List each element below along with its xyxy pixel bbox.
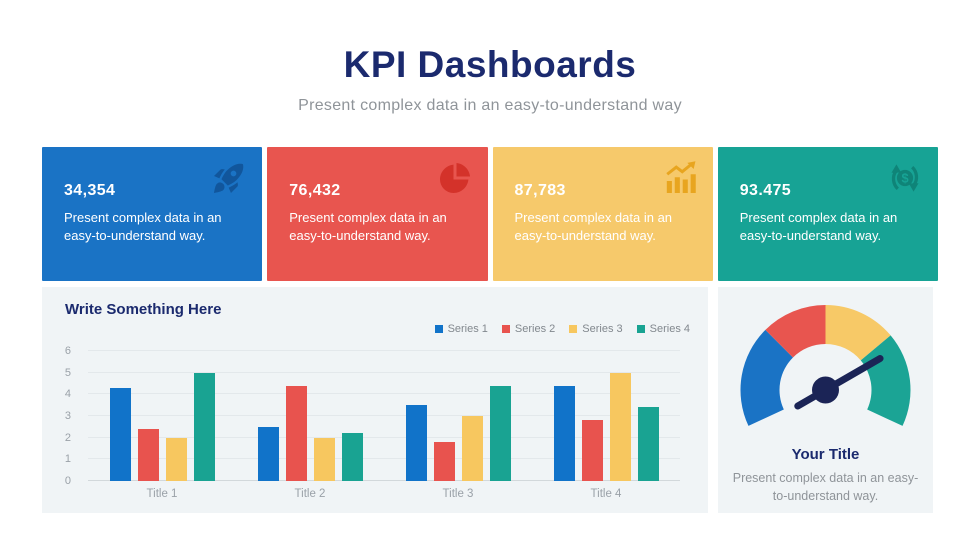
grid-line — [88, 458, 680, 460]
x-axis-label: Title 1 — [146, 488, 178, 500]
grid-line — [88, 415, 680, 416]
x-axis-label: Title 3 — [442, 488, 474, 500]
legend-label: Series 3 — [582, 323, 623, 335]
legend-marker — [569, 325, 578, 333]
x-axis-labels: Title 1 Title 2 Title 3 Title 4 — [88, 488, 680, 500]
bar — [313, 437, 335, 481]
gauge-needle — [794, 355, 884, 410]
bar — [257, 426, 279, 481]
legend-label: Series 2 — [514, 323, 556, 335]
legend-marker — [434, 325, 443, 333]
kpi-description: Present complex data in an easy-to-under… — [289, 210, 447, 243]
gauge-segment-2 — [765, 305, 826, 358]
header: KPI Dashboards Present complex data in a… — [0, 44, 980, 115]
bar-chart-title: Write Something Here — [65, 301, 222, 318]
kpi-value: 93.475 — [739, 182, 792, 199]
legend-label: Series 1 — [447, 323, 488, 335]
gauge-hub — [812, 376, 839, 404]
bar — [553, 385, 575, 481]
kpi-card: 76,432 Present complex data in an easy-to… — [267, 147, 488, 281]
y-tick-label: 2 — [64, 431, 71, 444]
legend-label: Series 4 — [649, 323, 690, 335]
y-tick-label: 4 — [64, 388, 71, 401]
gauge-segment-1 — [740, 329, 793, 426]
legend-item: Series 2 — [501, 323, 556, 335]
grid-line — [88, 371, 680, 373]
gauge-segment-4 — [860, 335, 911, 426]
legend-item: Series 3 — [569, 323, 623, 335]
grid-line — [88, 350, 680, 351]
legend-marker — [636, 325, 645, 333]
money-exchange-icon: $ — [887, 160, 923, 196]
bar — [489, 385, 511, 481]
legend-item: Series 1 — [434, 323, 488, 335]
bar — [433, 442, 455, 481]
kpi-value: 76,432 — [289, 182, 341, 199]
bar — [137, 429, 159, 481]
bar — [581, 420, 603, 481]
pie-chart-icon — [437, 160, 473, 196]
bar-plot-area — [88, 350, 680, 481]
y-tick-label: 0 — [64, 475, 71, 487]
gauge-segment-3 — [825, 305, 891, 361]
kpi-card: $93.475 Present complex data in an easy-t… — [717, 147, 938, 281]
kpi-value: 34,354 — [64, 182, 116, 199]
grid-line — [88, 393, 680, 395]
y-tick-label: 6 — [64, 345, 71, 357]
page-title: KPI Dashboards — [343, 44, 637, 85]
bar — [285, 385, 307, 481]
y-tick-label: 5 — [64, 366, 71, 379]
bar-group — [236, 351, 384, 481]
gauge-chart — [740, 305, 911, 426]
bar — [193, 372, 215, 481]
kpi-description: Present complex data in an easy-to-under… — [64, 210, 222, 243]
y-axis-ticks: 0 1 2 3 4 5 6 — [42, 345, 78, 487]
grid-line — [88, 480, 680, 481]
bar — [637, 407, 659, 481]
bar-group — [88, 351, 236, 481]
chart-legend: Series 1 Series 2 Series 3 Series 4 — [434, 323, 690, 335]
kpi-cards-row: 34,354 Present complex data in an easy-to… — [42, 147, 938, 281]
bar — [405, 405, 427, 481]
x-axis-label: Title 2 — [294, 488, 326, 500]
bar — [461, 416, 483, 481]
bar-group — [532, 351, 680, 481]
bar-chart-panel: Write Something Here Series 1 Series 2 Ser… — [42, 287, 708, 513]
bar — [165, 437, 187, 481]
gauge-title: Your Title — [791, 446, 860, 463]
gauge-panel: Your Title Present complex data in an ea… — [718, 287, 933, 513]
x-axis-label: Title 4 — [590, 488, 622, 500]
y-tick-label: 3 — [64, 410, 71, 422]
bar — [341, 433, 363, 481]
page-subtitle: Present complex data in an easy-to-under… — [298, 97, 682, 114]
legend-marker — [501, 325, 510, 333]
kpi-value: 87,783 — [514, 182, 566, 199]
kpi-description: Present complex data in an easy-to-under… — [739, 210, 898, 243]
bar — [109, 387, 131, 481]
growth-chart-icon — [662, 160, 698, 196]
grid-line — [88, 436, 680, 438]
bar — [609, 372, 631, 481]
legend-item: Series 4 — [636, 323, 690, 335]
kpi-card: 87,783 Present complex data in an easy-to… — [492, 147, 713, 281]
bar-group — [384, 351, 532, 481]
gauge-description: Present complex data in an easy-to-under… — [732, 471, 919, 503]
bar-groups — [88, 351, 680, 481]
kpi-card: 34,354 Present complex data in an easy-to… — [42, 147, 263, 281]
svg-text:$: $ — [901, 171, 908, 186]
rocket-icon — [211, 160, 247, 196]
y-tick-label: 1 — [64, 453, 71, 466]
kpi-description: Present complex data in an easy-to-under… — [514, 210, 673, 243]
